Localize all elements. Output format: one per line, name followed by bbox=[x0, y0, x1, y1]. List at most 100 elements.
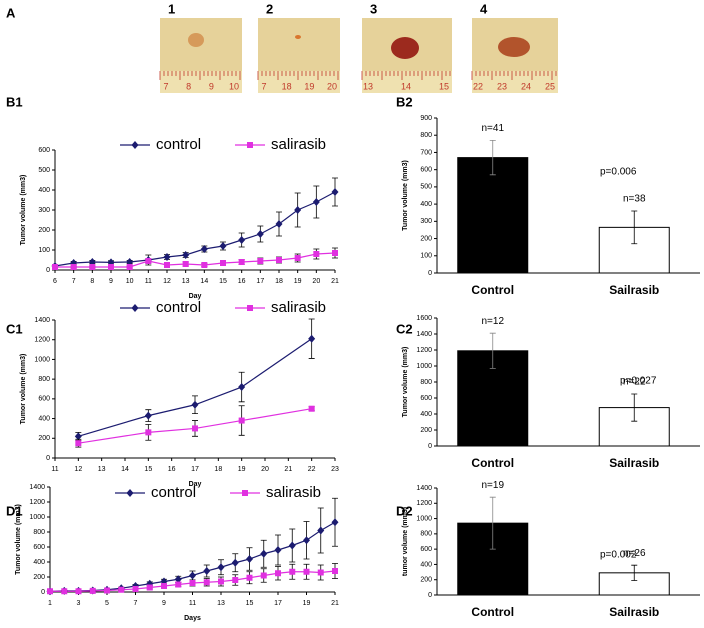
point bbox=[61, 588, 68, 595]
tumor bbox=[391, 37, 419, 59]
y-tick-label: 1400 bbox=[34, 317, 50, 324]
x-tick-label: 16 bbox=[238, 278, 246, 285]
y-tick-label: 1000 bbox=[416, 363, 432, 370]
point bbox=[144, 411, 152, 420]
point bbox=[164, 262, 170, 268]
point bbox=[89, 264, 96, 270]
point bbox=[332, 250, 338, 256]
x-tick-label: 21 bbox=[331, 278, 339, 285]
legend-label: salirasib bbox=[271, 299, 326, 316]
panel-label: C1 bbox=[6, 321, 23, 336]
x-tick-label: 18 bbox=[275, 278, 283, 285]
y-tick-label: 200 bbox=[420, 577, 432, 584]
x-tick-label: 13 bbox=[182, 278, 190, 285]
point bbox=[232, 577, 239, 583]
sample-size: n=12 bbox=[481, 316, 504, 327]
y-tick-label: 1200 bbox=[416, 500, 432, 507]
y-tick-label: 400 bbox=[38, 415, 50, 422]
y-tick-label: 0 bbox=[41, 589, 45, 596]
y-tick-label: 1200 bbox=[29, 499, 45, 506]
x-tick-label: 12 bbox=[74, 466, 82, 473]
point bbox=[189, 571, 196, 580]
point bbox=[203, 567, 211, 575]
legend-label: salirasib bbox=[271, 136, 326, 153]
y-tick-label: 800 bbox=[420, 379, 432, 386]
y-tick-label: 600 bbox=[33, 544, 45, 551]
y-tick-label: 500 bbox=[38, 167, 50, 174]
legend-marker bbox=[131, 141, 139, 149]
point bbox=[308, 334, 316, 343]
point bbox=[52, 264, 58, 270]
point bbox=[238, 259, 245, 265]
x-tick-label: 20 bbox=[312, 278, 320, 285]
x-tick-label: 5 bbox=[105, 600, 109, 607]
sample-size: n=19 bbox=[481, 480, 504, 491]
point bbox=[288, 541, 296, 550]
x-tick-label: Sailrasib bbox=[609, 605, 659, 619]
legend-marker bbox=[247, 305, 253, 311]
x-tick-label: 22 bbox=[308, 466, 316, 473]
point bbox=[182, 261, 189, 267]
tumor bbox=[188, 33, 204, 47]
ruler-number: 22 bbox=[473, 81, 483, 91]
ruler-number: 8 bbox=[186, 81, 191, 91]
tumor bbox=[295, 35, 301, 39]
ruler bbox=[472, 71, 558, 93]
x-tick-label: Sailrasib bbox=[609, 456, 659, 470]
point bbox=[104, 587, 110, 594]
error-bar bbox=[631, 393, 638, 422]
y-tick-label: 900 bbox=[420, 115, 432, 122]
y-axis-label: Tumor volume (mm3) bbox=[15, 504, 22, 575]
panel-label: D2 bbox=[396, 503, 413, 518]
y-tick-label: 400 bbox=[38, 187, 50, 194]
x-tick-label: 19 bbox=[294, 278, 302, 285]
y-axis-label: Tumor volume (mm3) bbox=[20, 354, 27, 425]
point bbox=[275, 220, 283, 228]
legend-label: control bbox=[151, 484, 196, 501]
y-tick-label: 800 bbox=[420, 132, 432, 139]
ruler-number: 18 bbox=[282, 81, 292, 91]
ruler-number: 24 bbox=[521, 81, 531, 91]
bar bbox=[457, 157, 529, 274]
y-tick-label: 200 bbox=[420, 427, 432, 434]
point bbox=[146, 584, 153, 591]
photo-label: 1 bbox=[168, 1, 175, 16]
point bbox=[238, 417, 245, 424]
panel-label: C2 bbox=[396, 321, 413, 336]
point bbox=[256, 230, 264, 238]
error-bar bbox=[489, 139, 496, 176]
panel-label: A bbox=[6, 5, 16, 20]
panel-label: B2 bbox=[396, 94, 413, 109]
point bbox=[260, 572, 267, 579]
y-tick-label: 800 bbox=[33, 529, 45, 536]
y-tick-label: 300 bbox=[420, 218, 432, 225]
y-tick-label: 1000 bbox=[34, 356, 50, 363]
legend-marker bbox=[131, 304, 139, 312]
x-tick-label: 3 bbox=[77, 600, 81, 607]
y-tick-label: 400 bbox=[420, 561, 432, 568]
x-tick-label: 11 bbox=[51, 466, 58, 473]
point bbox=[161, 583, 167, 589]
p-value: p=0.027 bbox=[620, 376, 657, 387]
point bbox=[89, 587, 96, 594]
y-tick-label: 0 bbox=[428, 443, 432, 450]
point bbox=[163, 253, 171, 261]
tumor bbox=[498, 37, 530, 57]
y-tick-label: 700 bbox=[420, 149, 432, 156]
point bbox=[145, 258, 152, 264]
x-tick-label: 15 bbox=[246, 600, 254, 607]
y-tick-label: 400 bbox=[33, 559, 45, 566]
y-tick-label: 100 bbox=[420, 253, 432, 260]
ruler-number: 9 bbox=[209, 81, 214, 91]
x-axis-label: Day bbox=[189, 481, 202, 488]
point bbox=[294, 255, 301, 261]
x-tick-label: 17 bbox=[191, 466, 199, 473]
x-tick-label: 15 bbox=[219, 278, 227, 285]
x-tick-label: 13 bbox=[217, 600, 225, 607]
x-tick-label: 19 bbox=[303, 600, 311, 607]
y-tick-label: 100 bbox=[38, 247, 50, 254]
x-tick-label: 9 bbox=[109, 278, 113, 285]
x-tick-label: 18 bbox=[214, 466, 222, 473]
y-tick-label: 0 bbox=[428, 592, 432, 599]
